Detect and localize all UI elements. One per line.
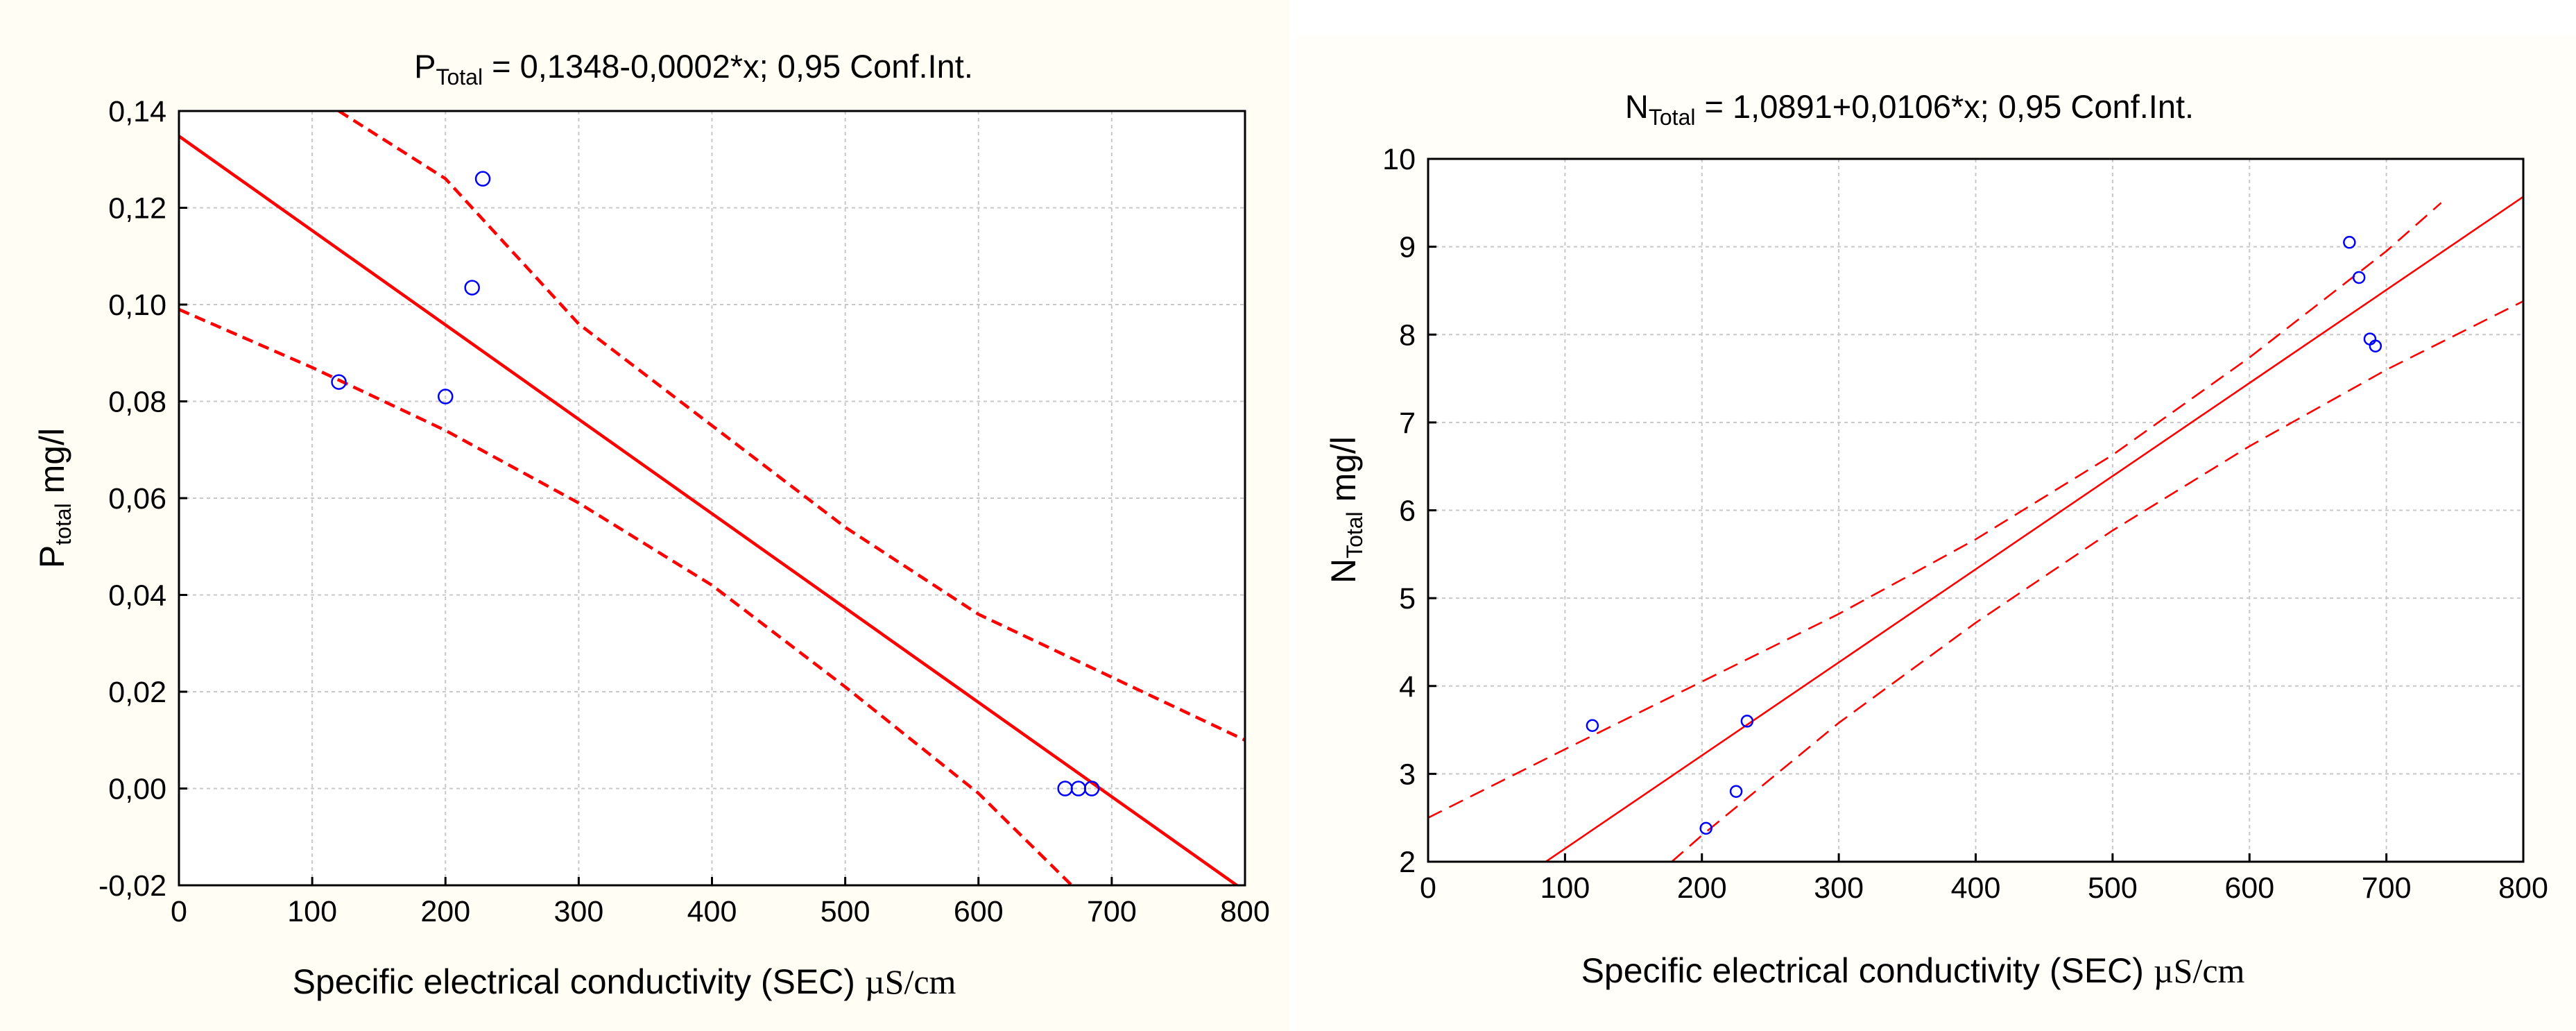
y-tick-label: 0,08 <box>108 386 166 419</box>
y-tick-label: -0,02 <box>98 869 166 903</box>
y-tick-label: 4 <box>1399 670 1416 704</box>
chart-title: NTotal = 1,0891+0,0106*x; 0,95 Conf.Int. <box>1625 88 2194 130</box>
y-tick-label: 6 <box>1399 495 1416 528</box>
y-tick-label: 0,06 <box>108 482 166 516</box>
y-tick-label: 0,00 <box>108 773 166 806</box>
data-point <box>464 280 480 296</box>
y-tick-label: 0,14 <box>108 95 166 128</box>
x-tick-label: 200 <box>420 895 470 928</box>
y-tick-label: 8 <box>1399 318 1416 352</box>
confidence-band-lower <box>179 307 1073 885</box>
x-tick-label: 300 <box>1814 871 1864 905</box>
y-tick-label: 5 <box>1399 582 1416 615</box>
y-tick-label: 0,12 <box>108 192 166 225</box>
confidence-band-upper <box>1428 202 2442 819</box>
data-point <box>1083 781 1100 796</box>
data-point <box>331 374 347 390</box>
chart-nitrogen: 0 100 200 300 400 500 600 700 800 2 3 4 5 6 7 8 9 10 NTota… <box>1324 88 2548 990</box>
y-tick-label: 9 <box>1399 231 1416 264</box>
data-point <box>1699 821 1712 835</box>
chart-panel-nitrogen: 0 100 200 300 400 500 600 700 800 2 3 4 5 6 7 8 9 10 NTota… <box>1296 36 2576 1031</box>
x-tick-label: 700 <box>2362 871 2412 905</box>
y-tick-label: 0,10 <box>108 289 166 322</box>
confidence-band-upper <box>338 111 1245 742</box>
x-tick-label: 0 <box>171 895 187 928</box>
data-point <box>474 171 491 187</box>
y-tick-label: 0,04 <box>108 579 166 613</box>
x-tick-label: 100 <box>1540 871 1590 905</box>
x-tick-label: 800 <box>2498 871 2548 905</box>
chart-phosphorus: 0 100 200 300 400 500 600 700 800 -0,02 0,00 0,02 0,… <box>33 48 1270 1001</box>
data-point <box>438 389 454 404</box>
x-tick-label: 300 <box>554 895 604 928</box>
x-tick-label: 500 <box>821 895 870 928</box>
y-tick-label: 7 <box>1399 407 1416 440</box>
x-tick-label: 500 <box>2088 871 2138 905</box>
data-point <box>1586 719 1599 732</box>
y-tick-label: 2 <box>1399 846 1416 879</box>
chart-panel-phosphorus: 0 100 200 300 400 500 600 700 800 -0,02 0,00 0,02 0,… <box>0 0 1289 1031</box>
x-tick-label: 700 <box>1087 895 1137 928</box>
y-axis-label: NTotal mg/l <box>1324 436 1367 583</box>
x-tick-label: 400 <box>687 895 737 928</box>
data-point <box>1729 785 1743 798</box>
y-tick-label: 3 <box>1399 758 1416 791</box>
x-tick-label: 600 <box>2224 871 2274 905</box>
x-axis-label: Specific electrical conductivity (SEC) µ… <box>1581 951 2245 990</box>
x-tick-label: 0 <box>1420 871 1436 905</box>
x-axis-label: Specific electrical conductivity (SEC) µ… <box>293 962 956 1001</box>
x-tick-label: 100 <box>287 895 337 928</box>
regression-line <box>1544 196 2523 862</box>
y-tick-label: 0,02 <box>108 676 166 709</box>
data-point <box>2343 236 2356 249</box>
x-tick-label: 400 <box>1951 871 2001 905</box>
y-axis-label: Ptotal mg/l <box>33 428 76 568</box>
x-tick-label: 600 <box>954 895 1004 928</box>
data-point <box>2352 271 2366 284</box>
data-point <box>1740 715 1754 728</box>
data-point <box>2369 339 2382 352</box>
regression-line <box>179 135 1240 885</box>
x-tick-label: 800 <box>1220 895 1270 928</box>
x-tick-label: 200 <box>1677 871 1727 905</box>
chart-title: PTotal = 0,1348-0,0002*x; 0,95 Conf.Int. <box>414 48 973 90</box>
y-tick-label: 10 <box>1382 143 1416 176</box>
